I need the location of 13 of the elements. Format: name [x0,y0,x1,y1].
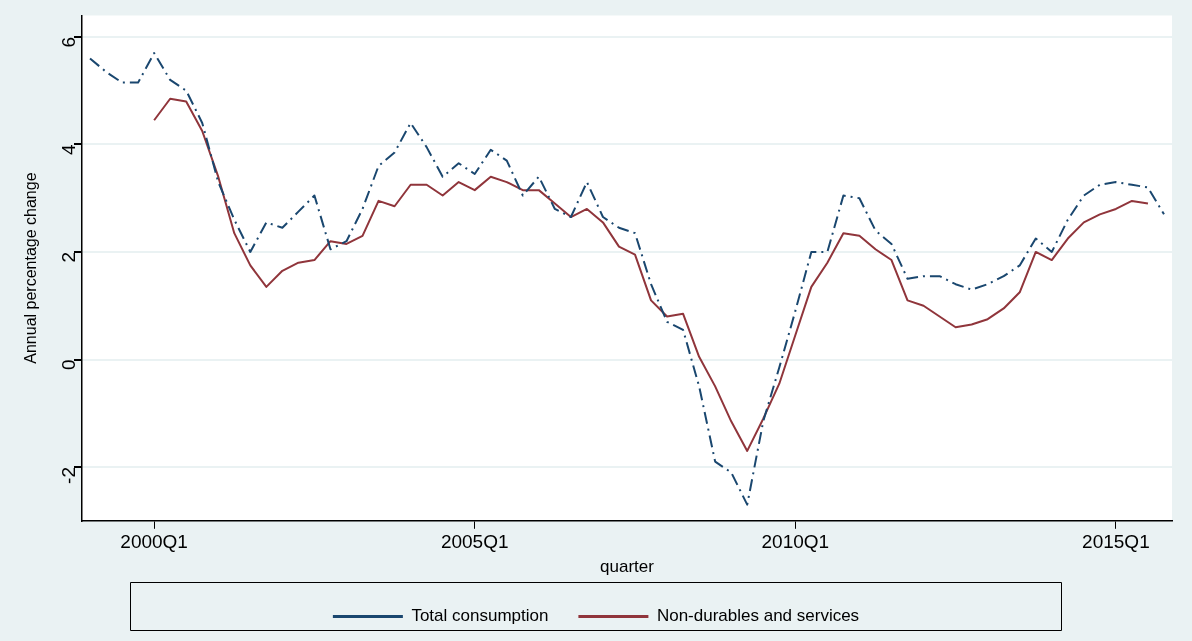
y-tick-label: 4 [58,144,80,156]
legend-label: Non-durables and services [656,606,860,626]
y-tick-label: 2 [58,251,80,263]
y-tick-label: 6 [58,36,80,48]
x-tick-label: 2010Q1 [761,531,830,553]
x-tick-label: 2000Q1 [120,531,188,553]
x-axis-title: quarter [600,557,655,577]
y-tick-label: 0 [58,359,80,371]
x-tick-label: 2015Q1 [1082,531,1150,553]
x-tick-label: 2005Q1 [440,531,509,553]
y-axis-title: Annual percentage change [22,172,40,364]
legend-label: Total consumption [411,606,549,626]
y-tick-label: -2 [58,467,80,484]
